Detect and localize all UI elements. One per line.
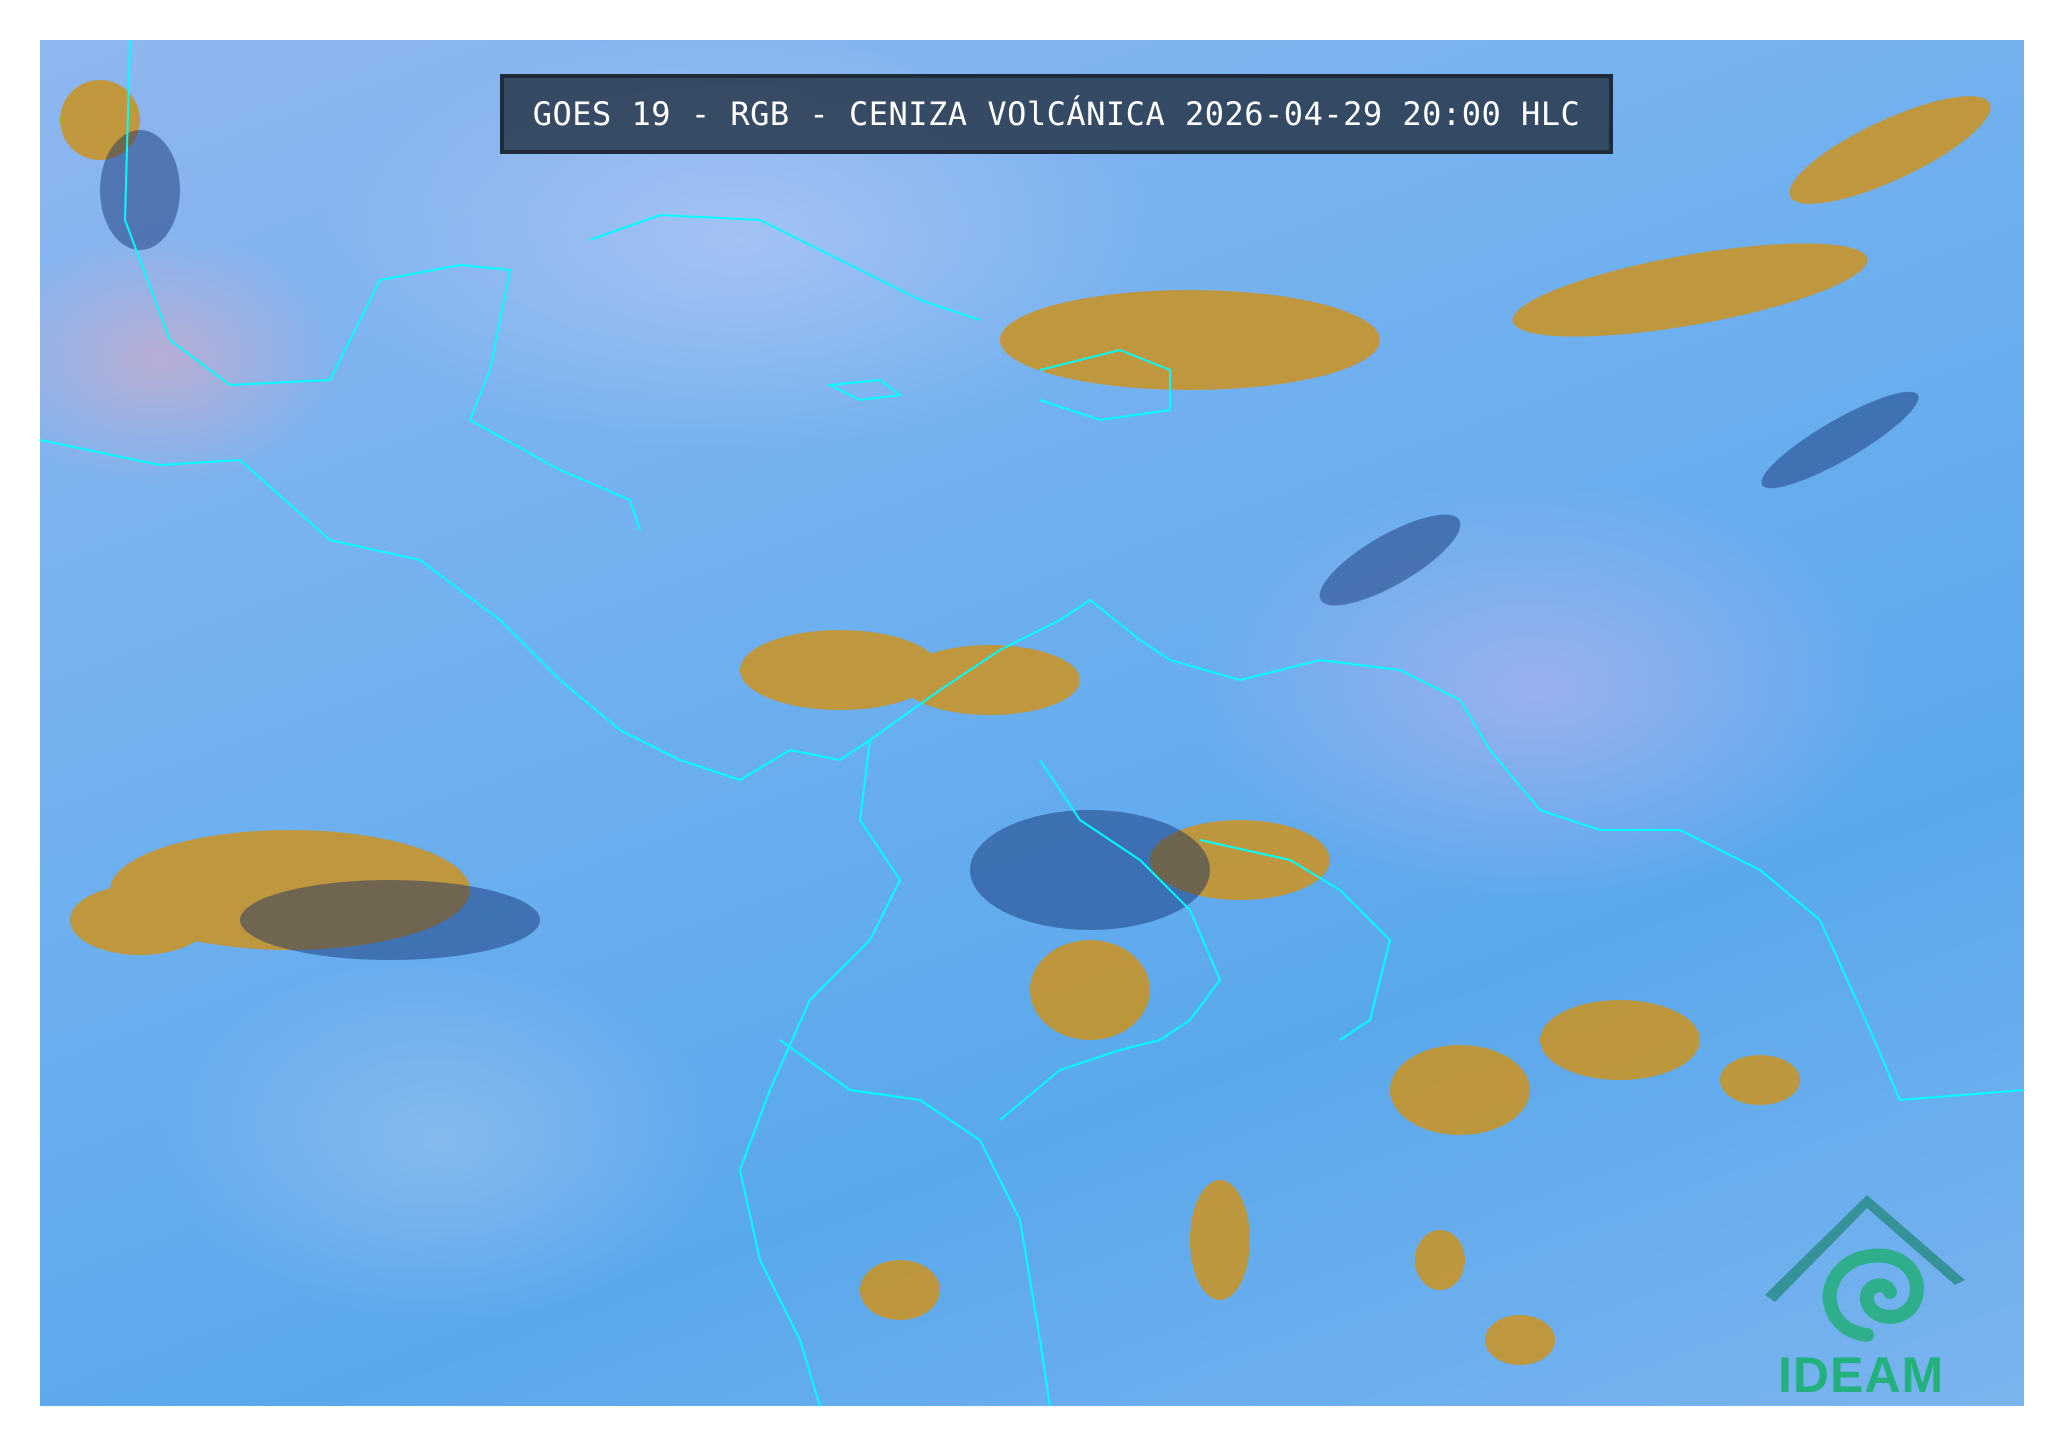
coastline-south-america-north: [869, 598, 2024, 1102]
cloud-shadows: [100, 130, 1919, 960]
cloud-shadow: [100, 130, 180, 250]
coastline-jamaica: [826, 378, 903, 402]
coastline-pacific-central-america: [40, 439, 871, 782]
ideam-logo-text: IDEAM: [1778, 1347, 1945, 1403]
cloud: [1720, 1055, 1800, 1105]
coastline-cuba: [589, 213, 981, 321]
coastline-south-america-pacific: [738, 739, 902, 1406]
cloud: [1540, 1000, 1700, 1080]
map-layer: [40, 40, 2024, 1406]
border-ecuador-peru: [779, 1039, 1051, 1406]
cloud: [1512, 243, 1868, 337]
cloud: [1485, 1315, 1555, 1365]
cloud: [1030, 940, 1150, 1040]
logo-roof-icon: [1765, 1195, 1965, 1302]
cloud-shadow: [1319, 514, 1461, 606]
border-venezuela: [1199, 839, 1392, 1041]
cloud: [900, 645, 1080, 715]
cloud: [70, 885, 210, 955]
cloud: [1415, 1230, 1465, 1290]
cloud: [1150, 820, 1330, 900]
border-colombia: [999, 759, 1222, 1121]
logo-spiral-icon: [1822, 1248, 1924, 1342]
satellite-map: [40, 40, 2024, 1406]
cloud: [1390, 1045, 1530, 1135]
map-title-box: GOES 19 - RGB - CENIZA VOlCÁNICA 2026-04…: [500, 74, 1613, 154]
ideam-logo: [1765, 1195, 1965, 1342]
cloud-shadow: [1761, 391, 1919, 489]
cloud: [60, 80, 140, 160]
cloud: [1000, 290, 1380, 390]
cloud-shadow: [970, 810, 1210, 930]
cloud: [860, 1260, 940, 1320]
coastline-hispaniola: [1039, 348, 1171, 422]
cloud-clusters: [60, 80, 1991, 1365]
country-borders: [40, 40, 2024, 1406]
cloud: [1789, 96, 1991, 204]
cloud: [740, 630, 940, 710]
cloud: [1190, 1180, 1250, 1300]
map-title: GOES 19 - RGB - CENIZA VOlCÁNICA 2026-04…: [532, 95, 1581, 133]
cloud-shadow: [240, 880, 540, 960]
coastline-mexico: [123, 40, 641, 531]
